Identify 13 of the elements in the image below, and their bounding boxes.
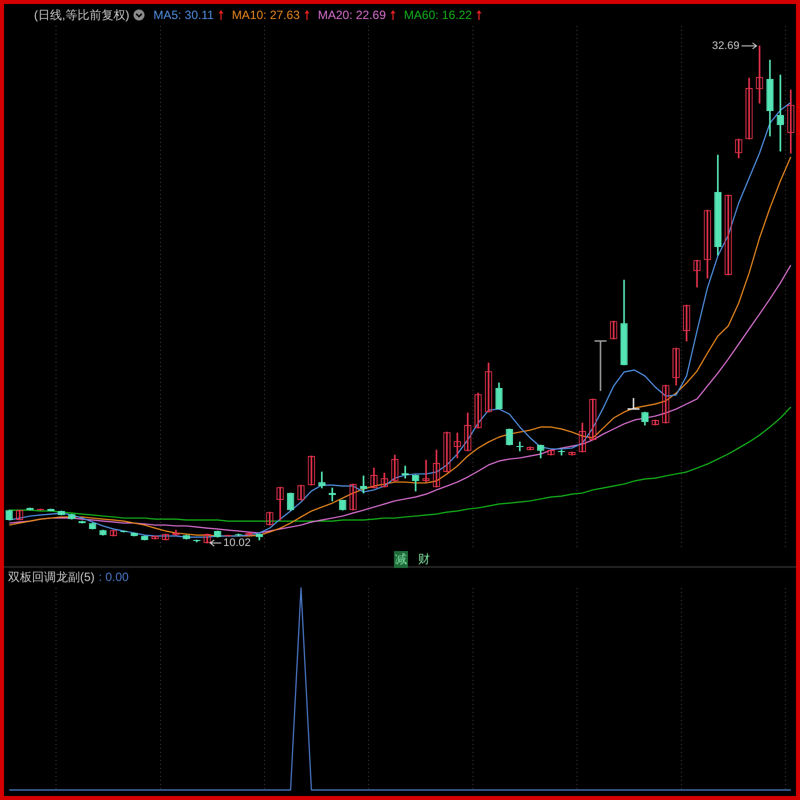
text: : 0.00 xyxy=(98,570,129,584)
chart-title: 双板回调龙副(5) xyxy=(8,568,95,586)
candlestick xyxy=(308,456,316,486)
chart-title: (日线,等比前复权) xyxy=(34,6,130,24)
text: MA20: 22.69 xyxy=(318,8,386,22)
text: MA5: 30.11 xyxy=(153,8,214,22)
text: MA60: 16.22 xyxy=(404,8,472,22)
candlestick xyxy=(558,450,566,456)
annotation: 10.02 xyxy=(223,537,251,550)
text: MA10: 27.63 xyxy=(232,8,300,22)
text: 减 xyxy=(394,551,408,568)
annotation: 32.69 xyxy=(712,40,740,52)
text: 财 xyxy=(418,551,430,568)
